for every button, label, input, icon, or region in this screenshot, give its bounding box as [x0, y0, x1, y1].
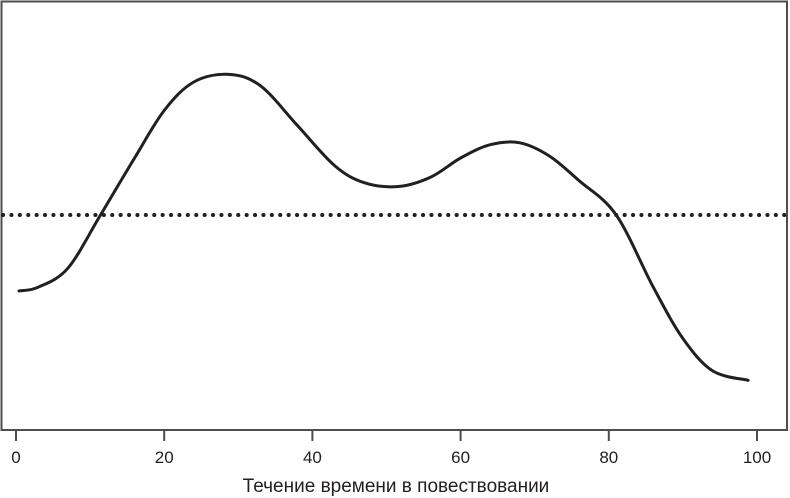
- x-tick-label-80: 80: [599, 448, 618, 467]
- plot-frame: [0, 0, 788, 431]
- x-tick-label-100: 100: [743, 448, 771, 467]
- x-tick-label-60: 60: [451, 448, 470, 467]
- x-tick-label-0: 0: [11, 448, 20, 467]
- x-tick-label-20: 20: [155, 448, 174, 467]
- x-axis-tick-labels: 0 20 40 60 80 100: [11, 448, 771, 467]
- x-axis-ticks: [15, 431, 758, 441]
- narrative-arc-curve: [17, 72, 750, 382]
- x-tick-label-40: 40: [303, 448, 322, 467]
- x-axis-title: Течение времени в повествовании: [243, 476, 550, 497]
